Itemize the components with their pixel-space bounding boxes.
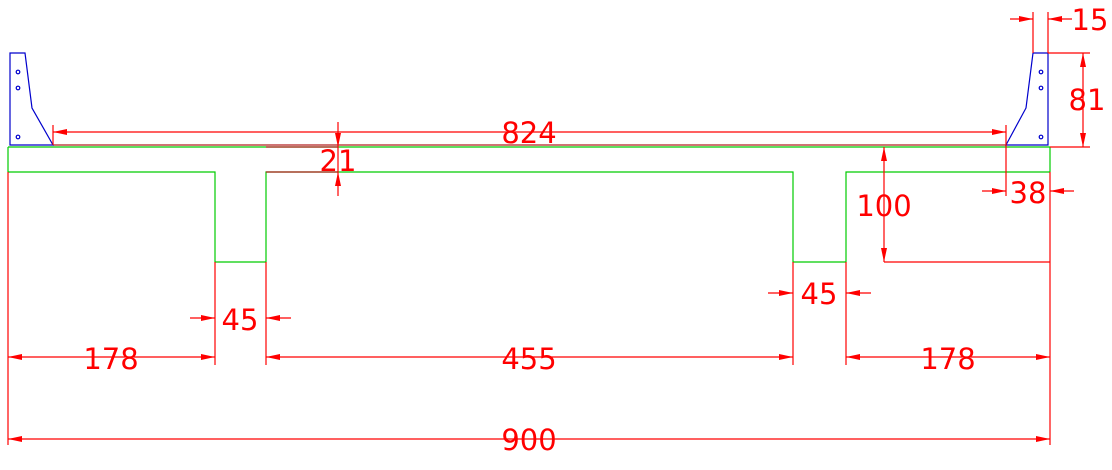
dim-right-flange: 178 [845,262,1050,376]
dim-deck-thickness: 21 [320,122,357,196]
dim-parapet-top: 15 [1010,3,1108,53]
dim-parapet-base-label: 38 [1010,176,1047,210]
dim-middle-span: 455 [265,262,794,376]
left-parapet [9,52,55,146]
right-parapet [1004,52,1049,146]
dim-parapet-height-label: 81 [1069,83,1106,117]
dim-parapet-height: 81 [1048,52,1106,148]
dim-middle-span-label: 455 [501,342,556,376]
dim-left-web-label: 45 [222,303,259,337]
dim-parapet-top-label: 15 [1072,3,1109,37]
dim-left-flange-label: 178 [83,342,138,376]
dim-deck-thickness-label: 21 [320,144,357,178]
dim-right-web-label: 45 [801,277,838,311]
dim-total-width-label: 900 [501,423,556,457]
dim-total-width: 900 [7,172,1051,457]
dim-girder-depth: 100 [856,147,1050,263]
section-outline [7,146,1051,263]
dim-left-web: 45 [190,303,291,337]
dim-parapet-base: 38 [982,145,1074,210]
dim-deck-length: 824 [52,116,1007,150]
dim-right-web: 45 [768,277,871,311]
dim-left-flange: 178 [8,262,216,376]
dim-deck-length-label: 824 [501,116,556,150]
dim-right-flange-label: 178 [920,342,975,376]
dim-girder-depth-label: 100 [856,189,911,223]
